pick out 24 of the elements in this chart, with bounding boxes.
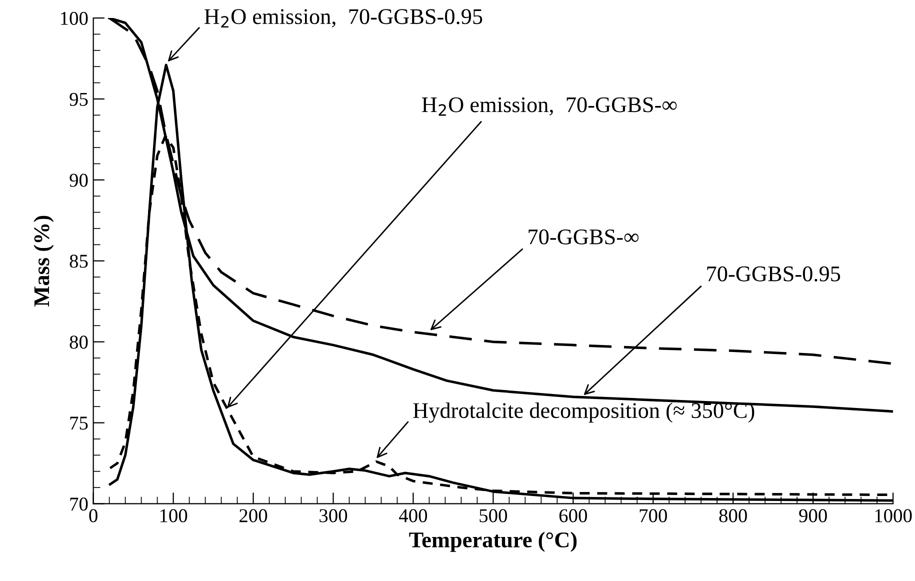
- y-tick-label: 90: [70, 174, 88, 187]
- x-tick-label: 0: [89, 509, 98, 522]
- y-tick-label: 85: [70, 254, 88, 268]
- x-tick-label: 100: [160, 509, 188, 522]
- x-tick-label: 300: [320, 509, 348, 522]
- x-tick-label: 200: [240, 509, 268, 522]
- y-tick-label: 100: [61, 12, 88, 25]
- annotation: 70-GGBS-0.95: [707, 266, 840, 282]
- annotation: H$_{2}$O emission, 70-GGBS-∞: [422, 97, 677, 116]
- x-tick-label: 800: [719, 509, 747, 522]
- x-tick-label: 700: [640, 509, 667, 522]
- y-tick-label: 80: [70, 336, 88, 349]
- x-tick-label: 500: [480, 509, 508, 522]
- x-tick-label: 1000: [875, 509, 912, 522]
- annotation: 70-GGBS-∞: [528, 229, 639, 244]
- y-tick-label: 70: [70, 498, 88, 511]
- y-axis-title: Mass (%): [34, 216, 54, 306]
- x-tick-label: 900: [799, 509, 827, 522]
- y-tick-label: 95: [70, 92, 88, 106]
- x-tick-label: 600: [559, 509, 587, 522]
- x-axis-title: Temperature (°C): [409, 532, 577, 552]
- x-tick-label: 400: [399, 509, 428, 522]
- annotation: H$_{2}$O emission, 70-GGBS-0.95: [204, 9, 482, 28]
- y-tick-label: 75: [70, 416, 88, 430]
